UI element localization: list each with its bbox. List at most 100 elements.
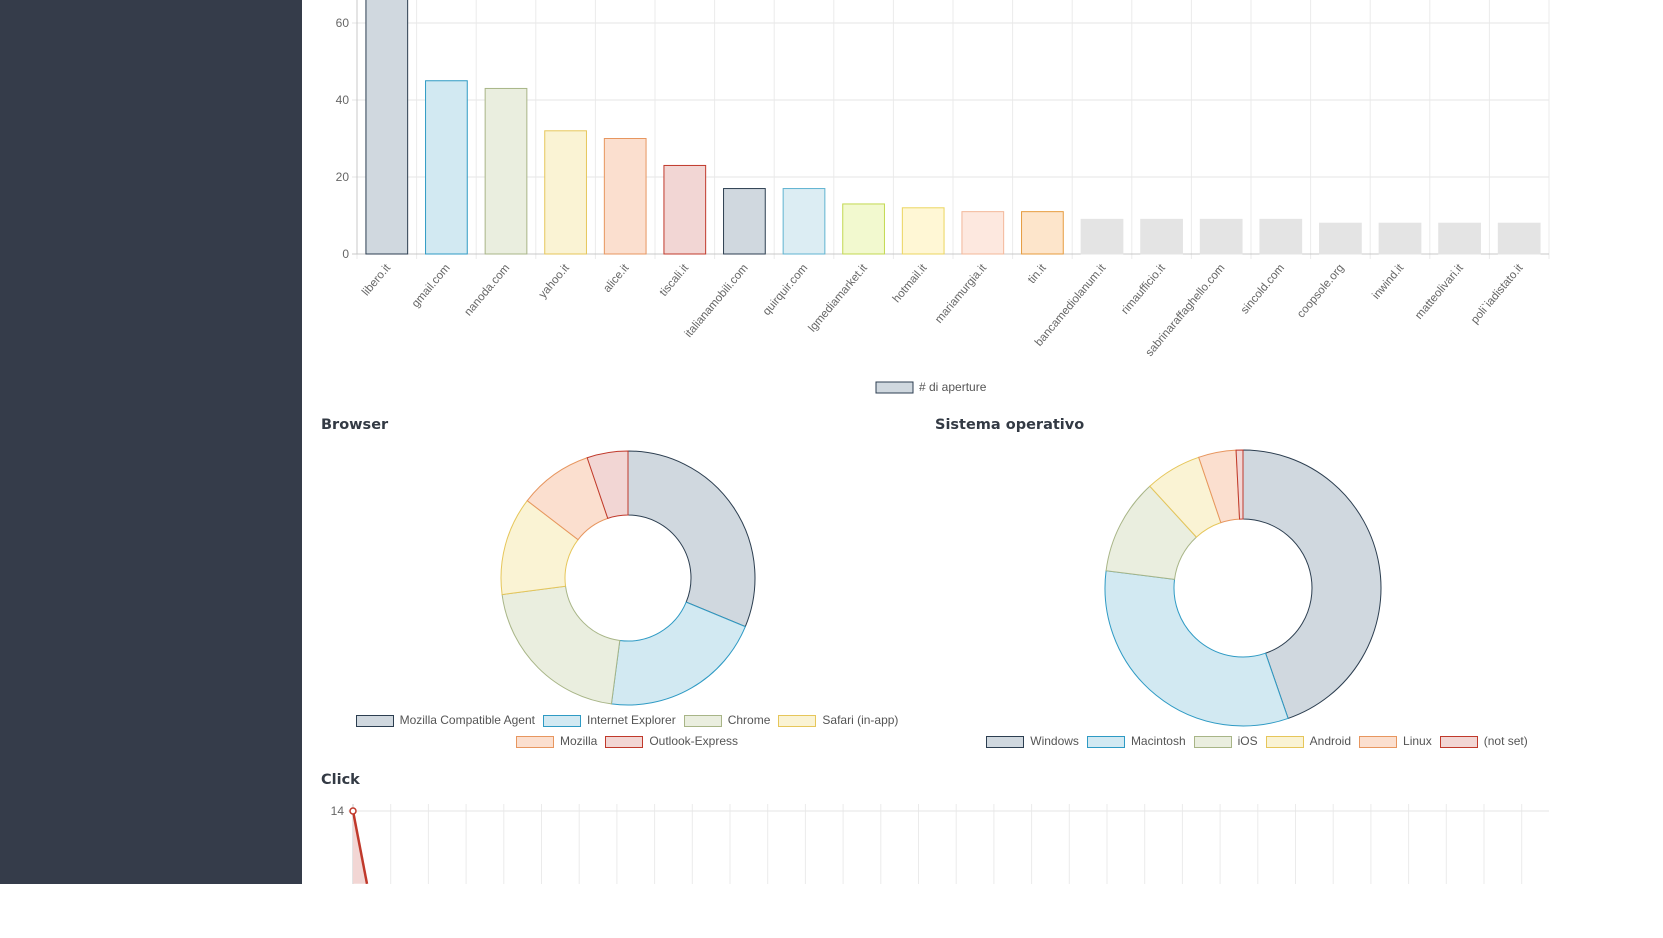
legend-swatch bbox=[683, 714, 722, 727]
y-tick-label: 14 bbox=[331, 804, 345, 818]
bar-tin.it[interactable] bbox=[1021, 211, 1064, 255]
browser-donut-chart bbox=[500, 450, 756, 706]
bar-mariamurgia.it[interactable] bbox=[961, 211, 1005, 255]
bar-matteolivari.it[interactable] bbox=[1438, 222, 1481, 255]
bar-coopsole.org[interactable] bbox=[1319, 222, 1362, 255]
legend-label: Android bbox=[1309, 734, 1352, 748]
legend-label[interactable]: # di aperture bbox=[919, 380, 987, 394]
bar-libero.it[interactable] bbox=[365, 0, 409, 255]
legend-item[interactable]: (not set) bbox=[1439, 731, 1528, 752]
legend-swatch bbox=[986, 735, 1025, 748]
slice-outlook-express[interactable] bbox=[586, 450, 629, 519]
x-tick-label: lgmediamarket.it bbox=[806, 262, 870, 335]
legend-label: Mozilla bbox=[559, 734, 598, 748]
y-tick-label: 40 bbox=[336, 93, 350, 107]
x-tick-label: rimaufficio.it bbox=[1119, 262, 1168, 317]
main-content: 0 20 40 60 libero.it gmail.com nanoda.com yahoo… bbox=[302, 0, 1663, 938]
click-point[interactable] bbox=[349, 807, 357, 815]
legend-label: Mozilla Compatible Agent bbox=[399, 713, 535, 727]
slice-macintosh[interactable] bbox=[1104, 570, 1289, 727]
bar-poli`iadistato.it[interactable] bbox=[1497, 222, 1541, 255]
slice--not-set-[interactable] bbox=[1235, 449, 1244, 520]
legend-item[interactable]: Internet Explorer bbox=[542, 710, 676, 731]
legend-swatch bbox=[605, 735, 644, 748]
legend-item[interactable]: Android bbox=[1265, 731, 1352, 752]
browser-legend: Mozilla Compatible Agent Internet Explore… bbox=[342, 710, 912, 752]
opens-by-domain-bar-chart: 0 20 40 60 libero.it gmail.com nanoda.com yahoo… bbox=[336, 0, 1550, 394]
legend-swatch bbox=[1193, 735, 1232, 748]
legend-item[interactable]: Macintosh bbox=[1086, 731, 1186, 752]
legend-swatch bbox=[1359, 735, 1398, 748]
legend-swatch bbox=[355, 714, 394, 727]
x-tick-label: mariamurgia.it bbox=[933, 262, 990, 326]
bar-inwind.it[interactable] bbox=[1378, 222, 1422, 255]
legend-item[interactable]: Safari (in-app) bbox=[778, 710, 898, 731]
x-tick-label: sincold.com bbox=[1239, 262, 1287, 316]
x-tick-label: coopsole.org bbox=[1295, 262, 1347, 320]
y-tick-label: 60 bbox=[336, 16, 350, 30]
click-line-chart: 14 bbox=[331, 804, 1549, 884]
bar-yahoo.it[interactable] bbox=[544, 130, 587, 255]
x-tick-label: hotmail.it bbox=[891, 262, 930, 306]
os-title: Sistema operativo bbox=[935, 417, 1085, 433]
slice-internet-explorer[interactable] bbox=[610, 601, 746, 706]
bar-hotmail.it[interactable] bbox=[901, 207, 945, 255]
browser-title: Browser bbox=[321, 417, 389, 433]
legend-swatch bbox=[875, 381, 914, 394]
x-tick-label: gmail.com bbox=[410, 262, 453, 310]
legend-label: Linux bbox=[1403, 734, 1432, 748]
x-tick-label: italianamobili.com bbox=[683, 262, 751, 340]
legend-label: (not set) bbox=[1483, 734, 1528, 748]
x-tick-label: libero.it bbox=[360, 262, 394, 299]
legend-swatch bbox=[515, 735, 554, 748]
bar-nanoda.com[interactable] bbox=[484, 87, 528, 255]
bar-quirquir.com[interactable] bbox=[782, 188, 826, 255]
bar-sabrinaraffaghello.com[interactable] bbox=[1199, 218, 1243, 255]
legend-label: Safari (in-app) bbox=[822, 713, 899, 727]
bar-italianamobili.com[interactable] bbox=[723, 188, 766, 255]
click-area bbox=[353, 811, 367, 884]
click-line bbox=[351, 810, 369, 884]
x-tick-label: poli`iadistato.it bbox=[1469, 262, 1526, 327]
x-tick-label: alice.it bbox=[601, 262, 632, 295]
legend-item[interactable]: Mozilla Compatible Agent bbox=[355, 710, 535, 731]
legend-item[interactable]: Mozilla bbox=[515, 731, 598, 752]
legend-label: Internet Explorer bbox=[586, 713, 676, 727]
bar-rimaufficio.it[interactable] bbox=[1140, 218, 1183, 255]
legend-item[interactable]: iOS bbox=[1193, 731, 1258, 752]
bar-tiscali.it[interactable] bbox=[663, 164, 707, 255]
bar-alice.it[interactable] bbox=[603, 138, 647, 255]
legend-swatch bbox=[1086, 735, 1125, 748]
slice-windows[interactable] bbox=[1242, 449, 1382, 720]
slice-chrome[interactable] bbox=[501, 585, 621, 705]
legend-item[interactable]: Outlook-Express bbox=[605, 731, 738, 752]
legend-item[interactable]: Linux bbox=[1359, 731, 1432, 752]
bar-gmail.com[interactable] bbox=[425, 80, 468, 255]
x-tick-label: quirquir.com bbox=[761, 262, 810, 318]
legend-label: Macintosh bbox=[1130, 734, 1186, 748]
bar-sincold.com[interactable] bbox=[1259, 218, 1303, 255]
legend-item[interactable]: Chrome bbox=[683, 710, 771, 731]
legend-item[interactable]: Windows bbox=[986, 731, 1079, 752]
os-legend: Windows Macintosh iOS Android Linux (not set) bbox=[932, 731, 1582, 752]
x-tick-label: nanoda.com bbox=[462, 262, 512, 318]
y-tick-label: 20 bbox=[336, 170, 350, 184]
bar-lgmediamarket.it[interactable] bbox=[842, 203, 885, 255]
bar-bancamediolanum.it[interactable] bbox=[1080, 218, 1124, 255]
y-tick-label: 0 bbox=[342, 247, 349, 261]
slice-mozilla-compatible-agent[interactable] bbox=[627, 450, 756, 628]
click-title: Click bbox=[321, 772, 360, 788]
os-donut-chart bbox=[1104, 449, 1382, 727]
x-tick-label: matteolivari.it bbox=[1413, 262, 1466, 322]
x-tick-label: tiscali.it bbox=[658, 262, 692, 299]
x-tick-label: inwind.it bbox=[1370, 262, 1406, 302]
legend-swatch bbox=[1265, 735, 1304, 748]
legend-label: iOS bbox=[1237, 734, 1258, 748]
legend-label: Chrome bbox=[727, 713, 771, 727]
legend-swatch bbox=[1439, 735, 1478, 748]
sidebar bbox=[0, 0, 302, 884]
legend-swatch bbox=[542, 714, 581, 727]
legend-label: Windows bbox=[1030, 734, 1079, 748]
x-tick-label: tin.it bbox=[1026, 262, 1049, 286]
legend-swatch bbox=[778, 714, 817, 727]
